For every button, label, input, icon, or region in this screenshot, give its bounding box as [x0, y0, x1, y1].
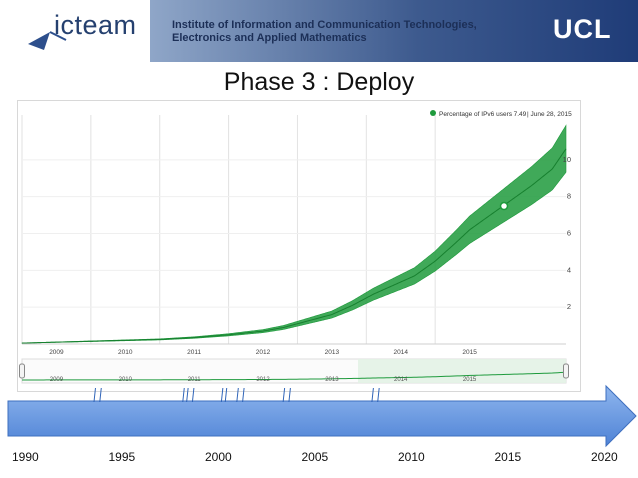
timeline-marker: [220, 387, 224, 403]
slide-header: icteam Institute of Information and Comm…: [0, 0, 638, 62]
navigator-tick-label: 2010: [119, 377, 133, 383]
timeline-marker: [224, 387, 228, 403]
x-tick-label: 2011: [187, 349, 201, 356]
university-logo: UCL: [553, 14, 612, 44]
timeline-marker: [186, 387, 189, 403]
y-tick-label: 10: [563, 155, 571, 164]
x-tick-label: 2014: [393, 349, 408, 356]
timeline-arrow: [7, 384, 637, 448]
chart-canvas: 2009 2010 2011 2012 2013 2014 2015 2 4 6 8 10 Perce…: [19, 110, 572, 384]
timeline-year-label: 2005: [301, 450, 329, 464]
legend-value: : 7.49: [510, 111, 527, 118]
timeline-year-label: 2000: [205, 450, 232, 464]
timeline-marker: [242, 387, 245, 403]
timeline-marker: [288, 387, 291, 403]
x-tick-label: 2010: [118, 349, 133, 356]
y-tick-label: 2: [567, 302, 571, 311]
timeline-year-label: 2015: [494, 450, 522, 464]
navigator-tick-label: 2011: [188, 377, 202, 383]
slide-title: Phase 3 : Deploy: [223, 68, 415, 96]
x-tick-label: 2009: [49, 349, 64, 356]
x-tick-label: 2012: [256, 349, 271, 356]
timeline-year-label: 2020: [591, 450, 618, 464]
navigator-handle-left[interactable]: [19, 363, 25, 379]
navigator-tick-label: 2009: [50, 377, 64, 383]
timeline-marker: [377, 387, 380, 403]
series-line: [21, 148, 567, 344]
timeline-marker: [182, 387, 185, 403]
y-tick-label: 8: [567, 192, 571, 201]
institute-line-2: Electronics and Applied Mathematics: [172, 32, 367, 44]
timeline-year-label: 2010: [398, 450, 425, 464]
highlight-point[interactable]: [499, 201, 509, 211]
legend-marker: [430, 110, 436, 116]
timeline-marker: [99, 387, 102, 403]
y-tick-label: 6: [567, 229, 571, 238]
navigator-tick-label: 2012: [256, 377, 270, 383]
timeline-year-label: 1990: [12, 450, 39, 464]
legend-label: Percentage of IPv6 users: [439, 111, 513, 118]
navigator-tick-label: 2015: [463, 377, 477, 383]
navigator-selection[interactable]: [358, 359, 566, 383]
y-tick-label: 4: [567, 265, 571, 274]
navigator-tick-label: 2014: [394, 377, 408, 383]
timeline-year-label: 1995: [108, 450, 136, 464]
x-tick-label: 2015: [462, 349, 477, 356]
range-navigator[interactable]: 2009 2010 2011 2012 2013 2014 2015: [19, 358, 569, 384]
timeline-marker: [371, 387, 374, 403]
icteam-logo-icon: [28, 31, 67, 50]
timeline-marker: [236, 387, 239, 403]
navigator-tick-label: 2013: [325, 377, 339, 383]
header-banner: [150, 0, 638, 62]
legend-date: | June 28, 2015: [527, 111, 572, 118]
series-band: [21, 124, 567, 344]
navigator-handle-right[interactable]: [563, 363, 569, 379]
timeline-marker: [191, 387, 195, 403]
ipv6-chart: 2009 2010 2011 2012 2013 2014 2015 2 4 6 8 10 Perce…: [17, 100, 581, 392]
timeline-marker: [282, 387, 286, 403]
logo-text: icteam: [54, 10, 137, 40]
navigator-line: [21, 371, 567, 381]
timeline-arrow-shape: [7, 384, 637, 448]
x-tick-label: 2013: [325, 349, 340, 356]
timeline-marker: [93, 387, 96, 403]
institute-line-1: Institute of Information and Communicati…: [172, 19, 477, 31]
